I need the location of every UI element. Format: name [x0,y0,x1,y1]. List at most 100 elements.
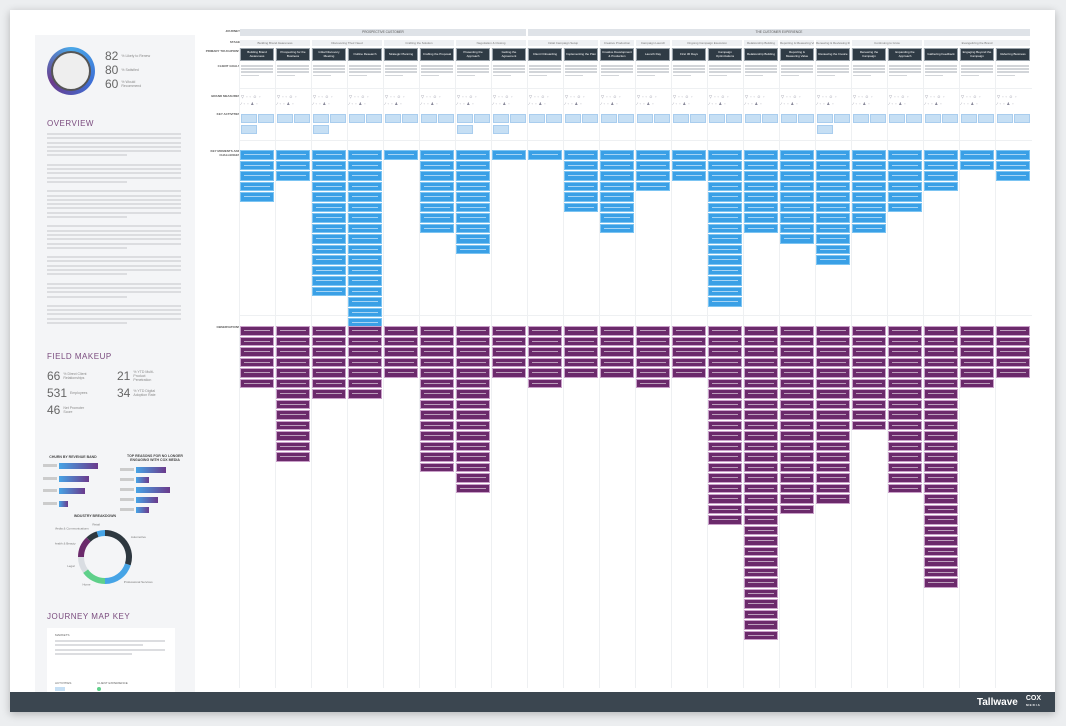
text-line [352,372,378,374]
text-line [532,361,558,363]
text-line [637,68,669,70]
text-line [676,164,702,166]
key-moment-card [312,150,346,160]
touchpoint-step: Prospecting for the Business [276,48,310,61]
divider [240,140,1032,141]
text-line [493,65,525,67]
observation-card [456,347,490,357]
donut-slice [78,537,91,558]
observation-card [708,473,742,483]
text-line [784,445,810,447]
key-activity [313,114,329,123]
text-line [961,68,993,70]
text-line [352,361,378,363]
text-line [784,351,810,353]
text-line [820,361,846,363]
text-line [47,203,181,206]
text-line [532,351,558,353]
column-divider [527,48,528,688]
text-line [892,340,918,342]
observation-card [852,357,886,367]
key-moment-card [708,276,742,286]
key-activity [618,114,634,123]
text-line [460,238,486,240]
stage-header: Campaign Launch [636,40,670,46]
text-line [316,248,342,250]
touchpoint-step: Creative Development & Production [600,48,634,61]
observation-card [564,357,598,367]
donut-label: Media & Communications [55,526,89,530]
text-line [712,372,738,374]
text-line [316,259,342,261]
text-line [784,154,810,156]
observation-card [276,441,310,451]
observation-card [420,462,454,472]
observation-card [456,357,490,367]
stage-header: Continuing to Grow [852,40,922,46]
observation-card [348,336,382,346]
observation-card [240,368,274,378]
observation-card [636,336,670,346]
stage-header: Creative Production [600,40,634,46]
key-moment-card [564,171,598,181]
observation-card [960,368,994,378]
observation-card [744,368,778,378]
key-moment-card [816,192,850,202]
observation-card [996,347,1030,357]
key-activity [817,114,833,123]
text-line [853,74,871,77]
text-line [47,291,181,294]
field-stat: 531 Employees [47,386,117,400]
text-line [709,65,741,67]
text-line [47,260,181,263]
text-line [784,164,810,166]
text-line [712,227,738,229]
text-line [892,175,918,177]
text-line [928,456,954,458]
text-line [856,196,882,198]
text-line [997,71,1029,73]
churn-chart [43,463,103,515]
observation-card [924,515,958,525]
key-moment-card [996,150,1030,160]
observation-card [960,336,994,346]
observation-card [744,620,778,630]
brand-measure-icons: ▽◦◦☺◦ ⁄◦◦♟◦ [457,94,479,106]
text-line [673,74,691,77]
bar [136,487,170,493]
column-divider [815,48,816,688]
bar [59,463,98,469]
key-moment-card [852,160,886,170]
text-line [673,68,705,70]
bar [136,477,149,483]
text-line [712,435,738,437]
text-line [349,74,367,77]
bar-label-line [43,464,57,467]
text-line [316,227,342,229]
key-activity [870,114,886,123]
text-line [316,340,342,342]
brand-measure-icons: ▽◦◦☺◦ ⁄◦◦♟◦ [781,94,803,106]
client-goal-text [817,65,849,78]
text-line [316,382,342,384]
text-line [493,74,511,77]
text-line [964,154,990,156]
text-line [997,68,1029,70]
churn-chart-title: CHURN BY REVENUE BAND [49,455,97,459]
text-line [47,133,181,135]
observation-card [312,326,346,336]
text-line [712,382,738,384]
text-line [928,361,954,363]
text-line [604,196,630,198]
key-moment-card [996,160,1030,170]
text-line [532,154,558,156]
touchpoint-step: First 30 Days [672,48,706,61]
observation-card [384,326,418,336]
text-line [47,141,181,144]
observation-card [852,410,886,420]
text-line [964,164,990,166]
text-line [424,466,450,468]
key-moment-card [744,171,778,181]
text-line [964,351,990,353]
text-line [820,382,846,384]
